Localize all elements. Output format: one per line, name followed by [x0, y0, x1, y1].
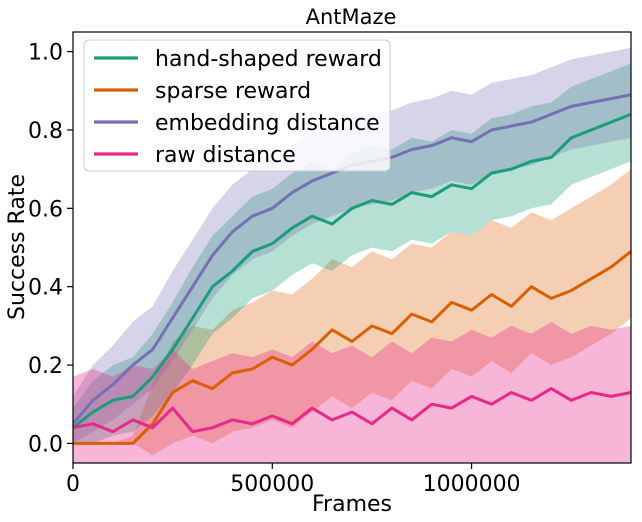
x-tick-label: 1000000: [423, 472, 521, 497]
y-tick-label: 1.0: [28, 41, 63, 66]
line-sparse-reward: [73, 250, 631, 445]
y-tick-label: 0.2: [28, 354, 63, 379]
legend-box: [83, 39, 391, 172]
legend-label-sparse-reward: sparse reward: [155, 79, 311, 104]
line-raw-distance: [73, 387, 631, 434]
band-sparse-reward: [73, 169, 631, 456]
chart-title: AntMaze: [306, 5, 397, 29]
legend-label-embedding-distance: embedding distance: [155, 111, 380, 136]
x-tick-label: 500000: [230, 472, 314, 497]
y-tick-label: 0.8: [28, 119, 63, 144]
y-tick-label: 0.6: [28, 197, 63, 222]
y-tick-label: 0.0: [28, 432, 63, 457]
plot-frame: [72, 31, 632, 464]
x-axis: 0 500000 1000000: [66, 463, 521, 497]
y-axis-label: Success Rate: [5, 174, 30, 320]
band-embedding-distance: [73, 47, 631, 444]
legend-label-hand-shaped-reward: hand-shaped reward: [155, 47, 382, 72]
legend-label-raw-distance: raw distance: [155, 143, 296, 168]
band-hand-shaped-reward: [73, 63, 631, 444]
y-tick-label: 0.4: [28, 276, 63, 301]
y-axis: 0.0 0.2 0.4 0.6 0.8 1.0: [28, 41, 73, 457]
x-tick-label: 0: [66, 472, 80, 497]
series-bands: [73, 47, 631, 463]
x-axis-label: Frames: [312, 492, 392, 517]
legend: hand-shaped reward sparse reward embedding…: [83, 39, 391, 172]
line-hand-shaped-reward: [73, 112, 631, 429]
